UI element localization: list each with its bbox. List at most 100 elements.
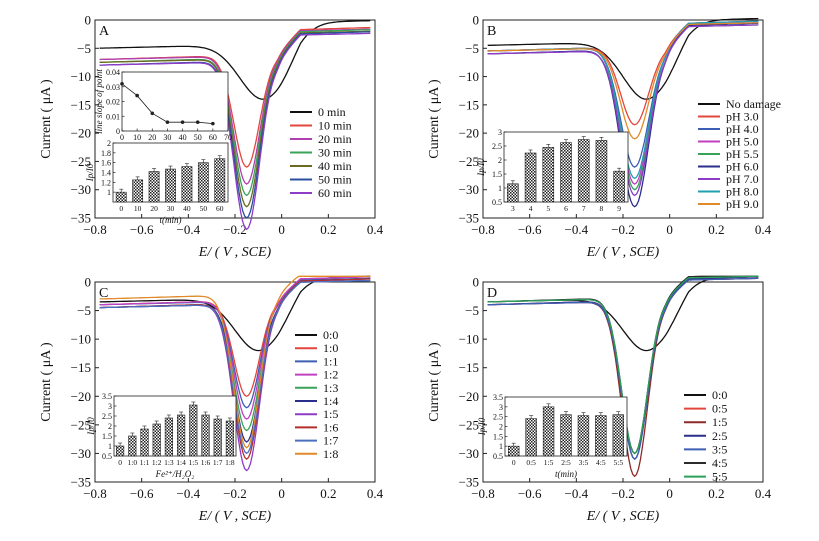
x-tick-label: −0.4 — [177, 222, 201, 237]
y-tick-label: −30 — [71, 182, 91, 197]
x-tick-label: −0.2 — [611, 486, 635, 501]
inset-x-tick-label: 40 — [179, 133, 187, 142]
inset-bar — [595, 140, 608, 203]
inset-y-title: Ip/I0 — [476, 158, 486, 177]
inset-point — [195, 120, 200, 124]
legend-label: pH 5.5 — [726, 147, 759, 161]
inset-category-label: 5:5 — [613, 458, 623, 467]
inset-bar — [115, 191, 127, 203]
inset-bar — [140, 428, 149, 457]
panel-c: −0.8 −0.6 −0.4 −0.2 0 0.2 0.4 0 −5 −10 −15 −20 −25 −3… — [39, 275, 384, 525]
inset-bar — [508, 445, 520, 457]
series-line — [99, 276, 371, 420]
x-tick-label: 0 — [666, 222, 673, 237]
inset-y-tick-label: 1 — [108, 442, 112, 451]
legend-label: 40 min — [318, 159, 352, 173]
inset-y-title: Ip/I0 — [86, 417, 96, 436]
inset-category-label: 1:7 — [213, 458, 223, 467]
inset-point — [135, 93, 139, 98]
panel-a: −0.8 −0.6 −0.4 −0.2 0 0.2 0.4 0 −5 −10 −15 −20 −25 −3… — [39, 13, 384, 261]
legend-label: 20 min — [318, 132, 352, 146]
legend-label: 1:4 — [323, 394, 338, 408]
panel-letter: C — [99, 286, 108, 301]
inset-y-tick-label: 2.5 — [492, 142, 502, 151]
legend-label: 1:5 — [712, 415, 727, 429]
x-tick-label: −0.8 — [83, 222, 107, 237]
y-tick-label: −25 — [71, 417, 91, 432]
inset-y-tick-label: 3 — [108, 402, 112, 411]
legend-label: 0:0 — [712, 388, 727, 402]
inset-bar — [612, 414, 624, 457]
y-tick-label: −30 — [71, 446, 91, 461]
y-tick-label: −10 — [71, 69, 91, 84]
y-tick-label: −35 — [459, 211, 479, 226]
inset-category-label: 5 — [546, 204, 550, 213]
inset-y-tick-label: 0.5 — [492, 198, 502, 207]
inset-category-label: 1:1 — [140, 458, 150, 467]
inset-point — [211, 121, 215, 126]
inset-category-label: 7 — [582, 204, 586, 213]
inset-category-label: 4:5 — [596, 458, 606, 467]
inset-category-label: 9 — [617, 204, 621, 213]
panel-letter: D — [487, 286, 497, 301]
legend-label: 60 min — [318, 186, 352, 200]
inset-category-label: 0 — [118, 458, 122, 467]
y-tick-label: −5 — [465, 303, 479, 318]
y-tick-label: −10 — [459, 332, 479, 347]
panel-letter: A — [99, 24, 110, 39]
inset-bar — [116, 445, 125, 457]
y-tick-label: −35 — [459, 475, 479, 490]
inset-bar: 11.21.41.61.82 Ip/I0 t(min) 0 10 20 30 40 50 60 — [85, 139, 229, 225]
inset-category-label: 6 — [564, 204, 568, 213]
inset-bar — [164, 417, 173, 457]
legend-label: 1:3 — [323, 381, 338, 395]
inset-bar — [542, 147, 555, 203]
inset-point — [165, 120, 170, 124]
y-tick-label: −10 — [71, 332, 91, 347]
inset-y-tick-label: 0.04 — [106, 68, 120, 77]
x-tick-label: −0.2 — [223, 486, 247, 501]
series-line — [99, 20, 371, 100]
inset-category-label: 3 — [511, 204, 515, 213]
legend-label: 10 min — [318, 119, 352, 133]
legend-label: pH 7.0 — [726, 172, 759, 186]
y-axis-title: Current ( μA ) — [39, 79, 54, 159]
legend-label: pH 9.0 — [726, 197, 759, 211]
inset-x-title: t(min) — [160, 215, 182, 225]
inset-bar — [213, 418, 222, 457]
inset-y-title: line slope of point — [94, 69, 104, 134]
x-tick-label: −0.8 — [83, 486, 107, 501]
inset-y-tick-label: 2.5 — [493, 413, 503, 422]
inset-y-tick-label: 0.5 — [493, 452, 503, 461]
inset-bar — [525, 418, 537, 457]
series-line — [487, 22, 759, 140]
inset-x-tick-label: 20 — [148, 133, 156, 142]
y-tick-label: −30 — [459, 182, 479, 197]
inset-bar — [132, 179, 144, 203]
inset-bar — [201, 414, 210, 457]
inset-category-label: 1:8 — [225, 458, 235, 467]
inset-bar — [148, 171, 160, 203]
inset-bar: 0.5 1 1.5 2 2.5 3 Ip/I0 3 4 5 6 7 8 9 — [476, 128, 629, 213]
x-tick-label: 0 — [278, 222, 285, 237]
inset-category-label: 30 — [167, 204, 175, 213]
inset-category-label: 8 — [600, 204, 604, 213]
inset-category-label: 4 — [529, 204, 533, 213]
series-line — [487, 20, 759, 126]
legend-label: 5:5 — [712, 470, 727, 484]
legend-label: 1:2 — [323, 368, 338, 382]
legend-label: 1:0 — [323, 341, 338, 355]
legend-label: pH 8.0 — [726, 185, 759, 199]
y-tick-label: −30 — [459, 446, 479, 461]
y-axis-title: Current ( μA ) — [427, 79, 442, 159]
inset-x-title: Fe²⁺/H₂O₂ — [155, 469, 195, 479]
y-tick-label: −25 — [71, 154, 91, 169]
inset-y-tick-label: 0.02 — [106, 98, 120, 107]
y-tick-label: 0 — [473, 13, 480, 28]
inset-category-label: 1:5 — [189, 458, 199, 467]
y-tick-label: −5 — [465, 41, 479, 56]
legend-label: 30 min — [318, 146, 352, 160]
y-tick-label: −5 — [77, 41, 91, 56]
x-tick-label: 0.2 — [708, 222, 724, 237]
